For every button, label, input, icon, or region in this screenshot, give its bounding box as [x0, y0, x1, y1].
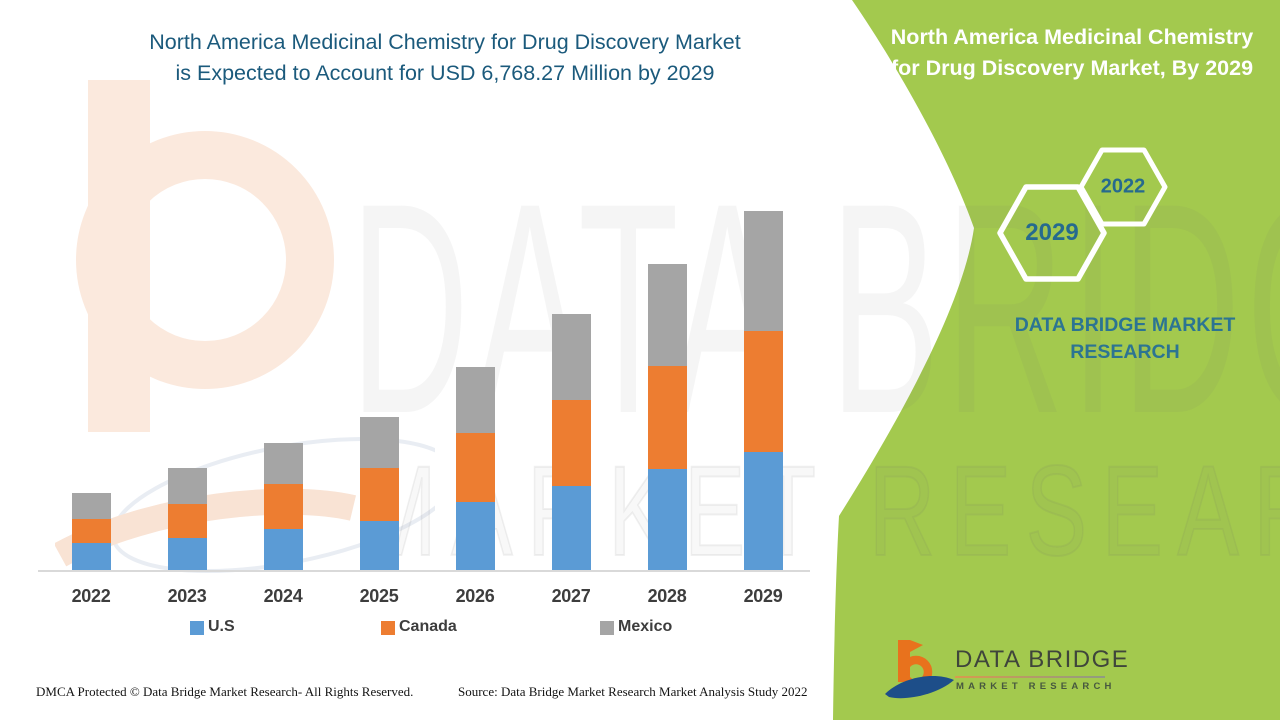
bar-segment-mexico-2027 — [551, 313, 591, 400]
bar-segment-us-2026 — [455, 502, 495, 571]
footer-dmca-text: DMCA Protected © Data Bridge Market Rese… — [36, 684, 414, 699]
legend-swatch — [190, 621, 204, 635]
x-axis-label-2026: 2026 — [455, 586, 495, 606]
logo-divider — [955, 676, 1105, 678]
brand-text: DATA BRIDGE MARKET RESEARCH — [1014, 314, 1236, 363]
hexagon-2029 — [997, 184, 1107, 282]
bar-segment-canada-2029 — [743, 330, 783, 452]
bar-segment-canada-2027 — [551, 399, 591, 486]
side-panel-title: North America Medicinal Chemistry for Dr… — [890, 25, 1254, 80]
logo-title: DATA BRIDGE — [955, 646, 1130, 673]
bar-segment-canada-2028 — [647, 365, 687, 469]
x-axis-label-2025: 2025 — [359, 586, 399, 606]
x-axis-label-2028: 2028 — [647, 586, 687, 606]
bar-segment-us-2028 — [647, 468, 687, 571]
bar-segment-canada-2026 — [455, 433, 495, 503]
data-bridge-logo: DATA BRIDGE MARKET RESEARCH — [885, 638, 1135, 708]
data-bridge-logo-icon — [885, 640, 954, 699]
legend-label: U.S — [208, 618, 235, 635]
x-axis-label-2027: 2027 — [551, 586, 591, 606]
hexagons-graphic — [997, 147, 1168, 282]
footer-source-text: Source: Data Bridge Market Research Mark… — [458, 684, 808, 699]
x-axis-label-2024: 2024 — [263, 586, 303, 606]
logo-subtitle: MARKET RESEARCH — [956, 681, 1116, 692]
hexagon-2029-label: 2029 — [1025, 219, 1079, 246]
legend-label: Canada — [399, 618, 457, 635]
bar-segment-mexico-2029 — [743, 211, 783, 331]
legend-label: Mexico — [618, 618, 673, 635]
x-axis-label-2023: 2023 — [167, 586, 207, 606]
x-axis-label-2029: 2029 — [743, 586, 783, 606]
bar-segment-mexico-2026 — [455, 367, 495, 434]
bar-segment-us-2027 — [551, 486, 591, 571]
legend-swatch — [600, 621, 614, 635]
green-panel-shape — [833, 0, 1280, 720]
chart-title: North America Medicinal Chemistry for Dr… — [149, 30, 741, 85]
bar-segment-us-2029 — [743, 451, 783, 571]
legend-swatch — [381, 621, 395, 635]
hexagon-2022-label: 2022 — [1100, 175, 1146, 198]
x-axis-label-2022: 2022 — [71, 586, 111, 606]
bar-segment-mexico-2028 — [647, 263, 687, 366]
